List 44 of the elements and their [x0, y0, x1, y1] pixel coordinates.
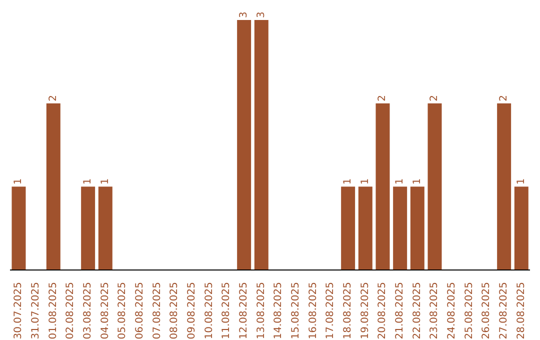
data-label: 3	[256, 12, 267, 18]
x-tick-label: 19.08.2025	[360, 282, 371, 340]
x-tick-label: 11.08.2025	[221, 282, 232, 340]
x-tick-label: 01.08.2025	[48, 282, 59, 340]
data-label: 3	[238, 12, 250, 18]
data-label: 1	[342, 178, 354, 185]
x-tick-label: 16.08.2025	[308, 282, 319, 340]
x-tick-label: 12.08.2025	[238, 282, 250, 340]
data-label: 2	[498, 94, 510, 102]
x-tick-label: 30.07.2025	[13, 282, 24, 340]
x-tick-label: 27.08.2025	[498, 282, 510, 340]
x-tick-label: 04.08.2025	[100, 282, 111, 340]
data-label: 1	[412, 178, 423, 185]
x-tick-label: 31.07.2025	[30, 282, 42, 340]
data-label: 2	[48, 94, 59, 102]
data-label: 2	[377, 94, 388, 102]
x-tick-label: 07.08.2025	[152, 282, 163, 340]
data-label: 1	[360, 178, 371, 185]
x-tick-label: 23.08.2025	[429, 282, 440, 340]
data-label: 2	[429, 94, 440, 102]
x-tick-label: 09.08.2025	[186, 282, 198, 340]
x-tick-label: 20.08.2025	[377, 282, 388, 340]
x-tick-label: 22.08.2025	[412, 282, 423, 340]
x-tick-label: 28.08.2025	[516, 282, 527, 340]
data-label: 1	[82, 178, 94, 185]
data-label: 1	[516, 178, 527, 185]
x-tick-label: 13.08.2025	[256, 282, 267, 340]
x-tick-label: 08.08.2025	[169, 282, 180, 340]
data-label: 1	[394, 178, 406, 185]
x-tick-label: 18.08.2025	[342, 282, 354, 340]
x-tick-label: 05.08.2025	[117, 282, 128, 340]
x-tick-label: 25.08.2025	[464, 282, 475, 340]
data-label: 1	[100, 178, 111, 185]
data-label: 1	[13, 178, 24, 185]
x-tick-label: 02.08.2025	[65, 282, 76, 340]
x-tick-label: 14.08.2025	[273, 282, 284, 340]
x-tick-label: 03.08.2025	[82, 282, 94, 340]
x-tick-label: 26.08.2025	[481, 282, 492, 340]
x-tick-label: 21.08.2025	[394, 282, 406, 340]
x-tick-label: 10.08.2025	[204, 282, 215, 340]
x-tick-label: 24.08.2025	[446, 282, 458, 340]
x-tick-label: 17.08.2025	[325, 282, 336, 340]
x-tick-label: 06.08.2025	[134, 282, 146, 340]
x-tick-label: 15.08.2025	[290, 282, 302, 340]
